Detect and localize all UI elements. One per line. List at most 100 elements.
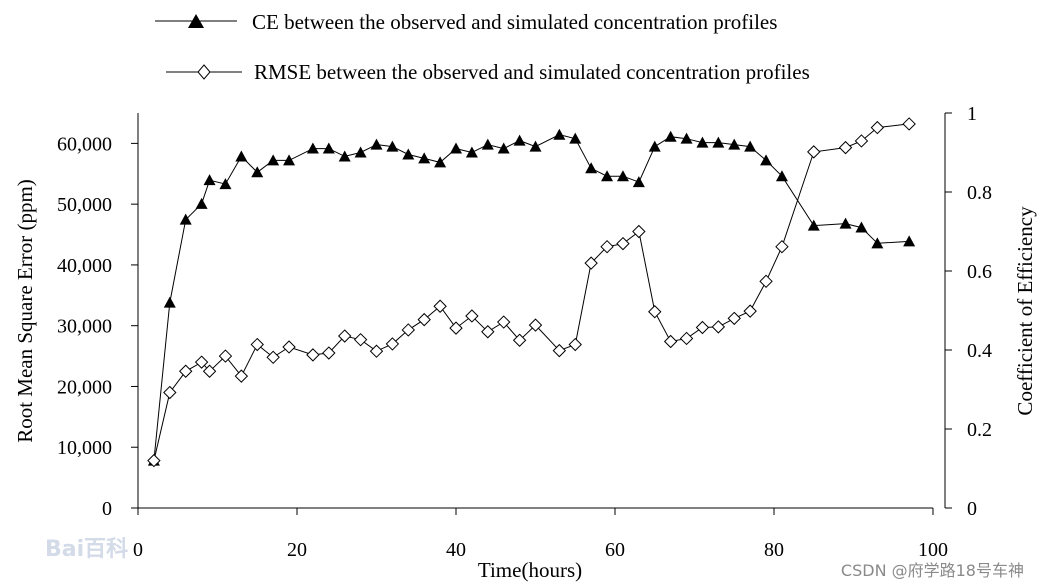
ce-point xyxy=(450,142,462,154)
rmse-point xyxy=(465,309,479,323)
ce-point xyxy=(267,154,280,166)
rmse-point xyxy=(759,274,773,289)
ce-point xyxy=(235,150,248,162)
rmse-point xyxy=(322,346,336,360)
left-tick-label: 30,000 xyxy=(57,316,112,338)
ce-point xyxy=(179,213,192,225)
rmse-point xyxy=(870,120,885,135)
rmse-point xyxy=(433,299,447,313)
rmse-point xyxy=(385,337,400,351)
rmse-series-line xyxy=(153,123,910,461)
rmse-point xyxy=(632,224,646,239)
ce-point xyxy=(744,140,757,152)
csdn-watermark: CSDN @府学路18号车神 xyxy=(841,561,1024,580)
left-tick-label: 0 xyxy=(102,498,112,520)
rmse-point xyxy=(496,315,511,329)
rmse-point xyxy=(202,364,217,378)
rmse-point xyxy=(743,304,757,318)
rmse-point xyxy=(695,320,710,335)
rmse-point xyxy=(369,344,384,358)
rmse-point xyxy=(854,134,869,148)
rmse-point xyxy=(648,305,662,319)
left-tick-label: 40,000 xyxy=(57,255,112,277)
ce-point xyxy=(386,140,399,152)
rmse-point xyxy=(600,239,614,254)
ce-point xyxy=(195,197,208,209)
rmse-point xyxy=(711,320,726,334)
ce-point xyxy=(434,156,447,168)
left-tick-label: 60,000 xyxy=(57,133,112,155)
right-tick-label: 0.2 xyxy=(967,419,992,441)
rmse-point xyxy=(353,332,368,347)
ce-point xyxy=(402,148,415,160)
right-axis-label: Coefficient of Efficiency xyxy=(1013,206,1037,416)
ce-point xyxy=(839,217,852,229)
rmse-point xyxy=(194,355,209,369)
ce-point xyxy=(648,140,661,152)
rmse-point xyxy=(306,348,320,362)
rmse-point xyxy=(481,325,495,339)
rmse-point xyxy=(234,369,249,383)
ce-point xyxy=(871,237,884,249)
ce-point xyxy=(855,221,868,233)
legend-ce-marker xyxy=(188,14,204,28)
x-tick-label: 60 xyxy=(605,539,625,561)
ce-point xyxy=(219,178,232,190)
ce-point xyxy=(465,146,478,158)
x-tick-label: 0 xyxy=(133,539,143,561)
right-tick-label: 0.4 xyxy=(967,340,992,362)
series-lines xyxy=(153,123,910,461)
ce-point xyxy=(251,166,264,178)
ce-point xyxy=(322,142,335,154)
rmse-point xyxy=(838,140,853,155)
ce-point xyxy=(664,130,677,142)
rmse-point xyxy=(552,343,567,358)
ce-point xyxy=(163,296,176,308)
baidu-watermark: Bai百科 xyxy=(45,537,128,562)
ce-point xyxy=(585,162,598,174)
ce-point xyxy=(760,154,773,166)
legend-rmse-marker xyxy=(197,64,211,80)
ce-point xyxy=(283,154,296,166)
rmse-point xyxy=(528,318,543,332)
ce-point xyxy=(807,219,820,231)
ce-point xyxy=(306,142,319,154)
left-axis-label: Root Mean Square Error (ppm) xyxy=(13,179,37,443)
ce-point xyxy=(775,170,788,182)
ce-point xyxy=(696,136,709,148)
rmse-point xyxy=(584,256,598,270)
rmse-point xyxy=(902,117,916,131)
left-tick-label: 20,000 xyxy=(57,376,112,398)
ce-point xyxy=(712,136,725,148)
right-tick-label: 0 xyxy=(967,498,977,520)
ce-point xyxy=(553,128,566,140)
rmse-point xyxy=(807,145,821,159)
ce-point xyxy=(903,235,916,247)
ce-point xyxy=(481,138,494,150)
rmse-point xyxy=(449,321,463,335)
rmse-point xyxy=(679,331,694,346)
right-tick-label: 0.6 xyxy=(967,261,992,283)
series-markers xyxy=(147,117,916,468)
ce-point xyxy=(370,138,383,150)
right-tick-label: 0.8 xyxy=(967,182,992,204)
rmse-point xyxy=(727,311,741,326)
x-tick-label: 100 xyxy=(918,539,948,561)
ticks: 0 20 40 60 80 100 0 10,000 20,000 30,000 40,000 50,… xyxy=(57,103,992,561)
rmse-point xyxy=(337,329,352,343)
rmse-point xyxy=(775,239,789,254)
rmse-point xyxy=(282,340,296,354)
ce-point xyxy=(728,138,741,150)
ce-point xyxy=(354,146,367,158)
legend-rmse-label: RMSE between the observed and simulated … xyxy=(254,60,810,84)
x-tick-label: 20 xyxy=(287,539,307,561)
ce-point xyxy=(418,152,431,164)
left-tick-label: 10,000 xyxy=(57,437,112,459)
x-axis-label: Time(hours) xyxy=(478,558,582,582)
ce-point xyxy=(513,134,526,146)
ce-point xyxy=(529,140,542,152)
rmse-point xyxy=(250,337,264,352)
x-tick-label: 80 xyxy=(764,539,784,561)
legend-ce-label: CE between the observed and simulated co… xyxy=(252,10,777,34)
